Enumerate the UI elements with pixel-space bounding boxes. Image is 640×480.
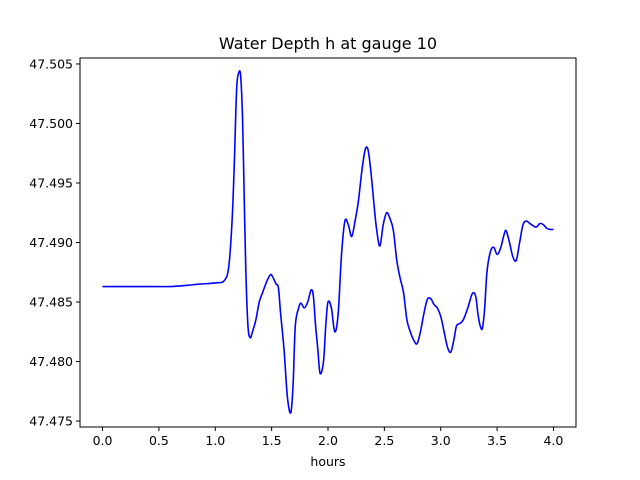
y-axis: 47.475 47.480 47.485 47.490 47.495 47.500 47.5… — [29, 56, 80, 429]
y-tick-label: 47.500 — [29, 116, 73, 131]
x-tick-label: 2.5 — [374, 433, 394, 448]
series-layer — [102, 70, 554, 414]
y-tick-label: 47.495 — [29, 175, 73, 190]
chart-title: Water Depth h at gauge 10 — [219, 34, 437, 53]
y-tick-label: 47.480 — [29, 354, 73, 369]
x-tick-label: 1.0 — [205, 433, 225, 448]
x-tick-label: 4.0 — [544, 433, 564, 448]
x-tick-label: 3.5 — [487, 433, 507, 448]
x-tick-label: 0.0 — [93, 433, 113, 448]
plot-area: 0.0 0.5 1.0 1.5 2.0 2.5 3.0 3.5 4.0 47.475 47.480… — [29, 56, 577, 448]
y-tick-label: 47.485 — [29, 295, 73, 310]
x-tick-label: 3.0 — [431, 433, 451, 448]
x-tick-label: 2.0 — [318, 433, 338, 448]
x-tick-label: 1.5 — [262, 433, 282, 448]
series-line — [102, 70, 554, 414]
x-axis-label: hours — [310, 454, 345, 469]
x-tick-label: 0.5 — [149, 433, 169, 448]
y-tick-label: 47.475 — [29, 414, 73, 429]
y-tick-label: 47.490 — [29, 235, 73, 250]
y-tick-label: 47.505 — [29, 56, 73, 71]
x-axis: 0.0 0.5 1.0 1.5 2.0 2.5 3.0 3.5 4.0 — [93, 427, 564, 448]
